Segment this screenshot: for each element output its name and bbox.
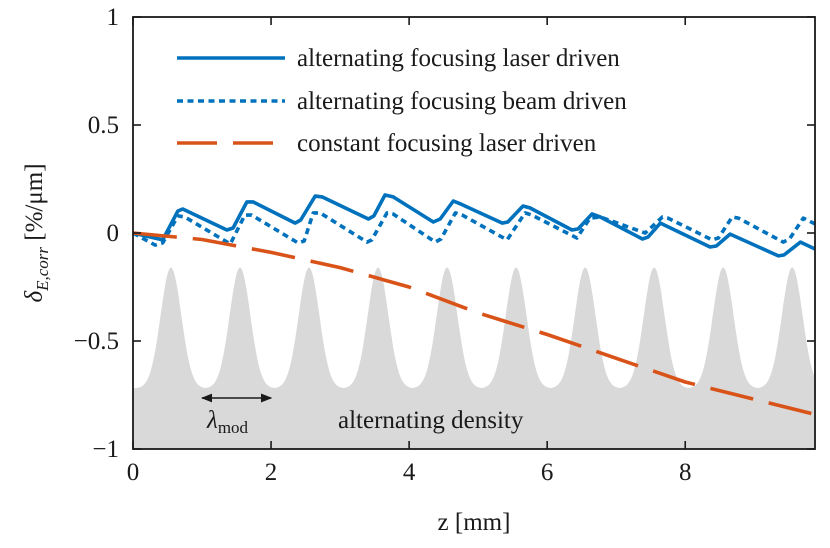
y-tick-label: −0.5 (74, 328, 119, 355)
series-beam-alt-focusing-line (133, 211, 815, 247)
y-tick-label: −1 (92, 436, 119, 463)
x-axis-title: z [mm] (438, 509, 511, 536)
density-profile-area (133, 267, 815, 449)
y-axis-title: δE,corr [%/μm] (21, 163, 52, 302)
x-tick-label: 4 (403, 459, 416, 486)
x-tick-label: 6 (541, 459, 554, 486)
legend-label: alternating focusing laser driven (297, 45, 620, 72)
x-tick-label: 8 (679, 459, 692, 486)
y-tick-label: 0 (107, 220, 120, 247)
density-label: alternating density (338, 407, 524, 434)
x-tick-label: 0 (127, 459, 140, 486)
legend: alternating focusing laser driven alterna… (177, 45, 627, 157)
y-tick-label: 0.5 (88, 112, 119, 139)
y-tick-label: 1 (107, 4, 120, 31)
legend-label: constant focusing laser driven (297, 130, 597, 157)
x-tick-label: 2 (265, 459, 278, 486)
series-laser-alt-focusing-line (133, 193, 815, 258)
legend-label: alternating focusing beam driven (297, 88, 627, 115)
lambda-mod-label: λmod (206, 407, 249, 437)
